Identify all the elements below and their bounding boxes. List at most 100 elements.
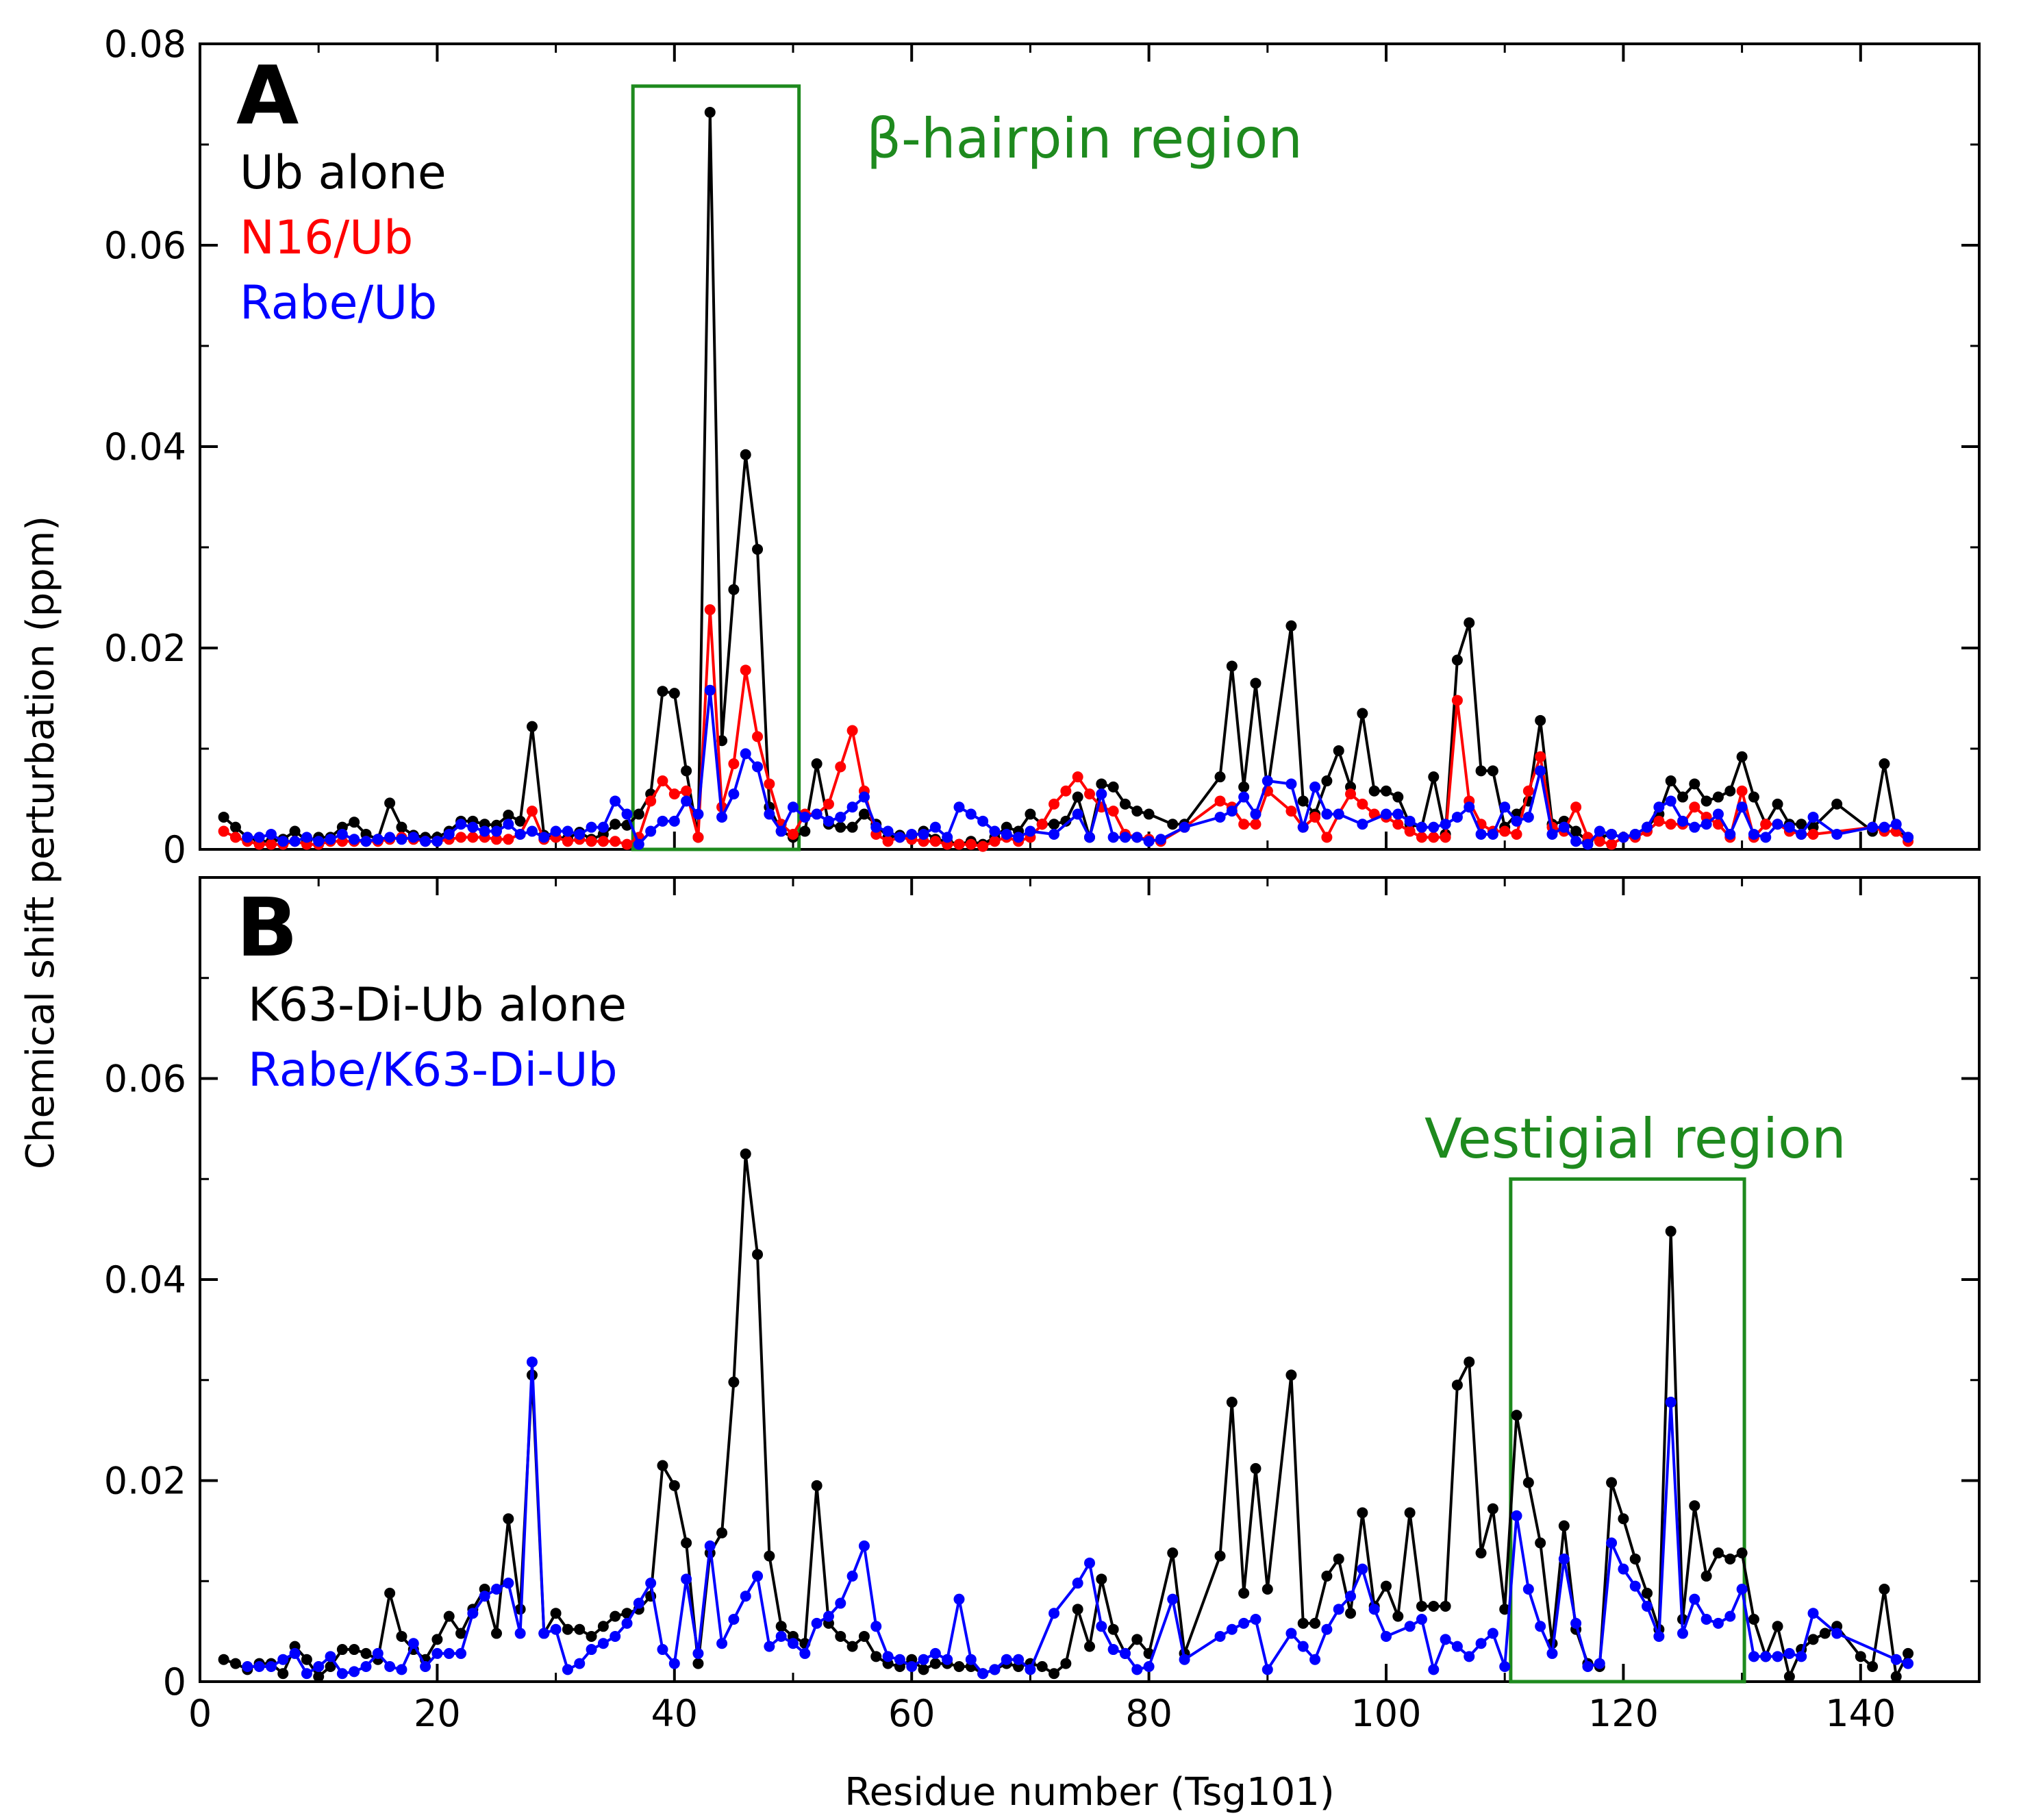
data-point <box>1748 791 1759 803</box>
data-point <box>1606 838 1618 850</box>
data-point <box>1665 795 1677 807</box>
data-point <box>1570 825 1582 837</box>
data-point <box>574 1658 586 1669</box>
data-point <box>728 758 740 770</box>
data-point <box>1226 1397 1238 1408</box>
data-point <box>858 791 870 803</box>
panel-a-ytick-label: 0.04 <box>104 425 186 469</box>
data-point <box>242 832 253 843</box>
data-point <box>740 1591 751 1602</box>
data-point <box>610 1610 621 1622</box>
data-point <box>218 1654 229 1665</box>
data-point <box>1309 1654 1321 1665</box>
y-axis-title: Chemical shift perturbation (ppm) <box>18 516 63 1169</box>
data-point <box>1107 832 1119 843</box>
data-point <box>1606 1477 1618 1488</box>
data-point <box>953 838 965 850</box>
data-point <box>1700 819 1712 830</box>
data-point <box>1546 1647 1558 1659</box>
data-point <box>1451 695 1463 706</box>
data-point <box>313 1660 325 1672</box>
series-ub-alone <box>218 106 1914 850</box>
data-point <box>1570 801 1582 813</box>
data-point <box>882 825 894 837</box>
data-point <box>384 1660 396 1672</box>
vestigial-label: Vestigial region <box>1424 1107 1846 1171</box>
data-point <box>716 1527 728 1538</box>
data-point <box>218 811 229 823</box>
data-point <box>1487 1503 1498 1514</box>
data-point <box>1879 1583 1890 1595</box>
data-point <box>479 1591 490 1602</box>
data-point <box>1712 819 1724 830</box>
data-point <box>633 1597 644 1609</box>
data-point <box>1297 1617 1309 1629</box>
panel-b-letter: B <box>236 880 298 975</box>
data-point <box>1689 1500 1700 1512</box>
data-point <box>929 1658 941 1669</box>
data-point <box>1285 620 1297 632</box>
data-point <box>1499 1660 1511 1672</box>
data-point <box>1748 1614 1759 1625</box>
data-point <box>1060 1658 1072 1669</box>
data-point <box>1594 1658 1605 1669</box>
legend-ub-alone: Ub alone <box>240 146 447 200</box>
xtick-label: 80 <box>1125 1692 1172 1735</box>
data-point <box>597 1621 609 1632</box>
data-point <box>1464 801 1475 813</box>
data-point <box>764 1550 775 1562</box>
data-point <box>1642 1600 1653 1612</box>
data-point <box>1522 785 1534 797</box>
data-point <box>1357 819 1368 830</box>
data-point <box>1522 811 1534 823</box>
data-point <box>1535 765 1546 777</box>
data-point <box>1464 617 1475 629</box>
data-point <box>1629 828 1641 840</box>
data-point <box>277 1668 289 1680</box>
data-point <box>242 1660 253 1672</box>
data-point <box>443 1610 455 1622</box>
data-point <box>313 1671 325 1682</box>
data-point <box>336 1668 348 1680</box>
data-point <box>1119 798 1131 810</box>
data-point <box>1072 791 1083 803</box>
data-point <box>1903 1647 1914 1659</box>
data-point <box>1261 775 1273 787</box>
data-point <box>1214 771 1226 783</box>
data-point <box>1119 1647 1131 1659</box>
data-point <box>1700 1570 1712 1582</box>
data-point <box>1440 832 1451 843</box>
data-point <box>894 832 905 843</box>
data-point <box>396 1630 407 1642</box>
data-point <box>1807 1608 1819 1619</box>
data-point <box>1783 1671 1795 1682</box>
data-point <box>1618 1563 1629 1575</box>
data-point <box>918 1664 929 1675</box>
data-point <box>918 1654 929 1665</box>
data-point <box>681 785 692 797</box>
data-point <box>835 821 846 833</box>
data-point <box>1890 1671 1902 1682</box>
data-point <box>1451 654 1463 666</box>
data-point <box>1013 832 1025 843</box>
data-point <box>265 828 277 840</box>
data-point <box>870 1621 882 1632</box>
data-point <box>1060 815 1072 827</box>
data-point <box>229 832 241 843</box>
data-point <box>1522 1477 1534 1488</box>
data-point <box>455 832 467 843</box>
data-point <box>289 825 301 837</box>
xtick-label: 40 <box>651 1692 698 1735</box>
data-point <box>372 834 384 845</box>
data-point <box>1772 798 1783 810</box>
data-point <box>514 1628 526 1639</box>
data-point <box>1535 1537 1546 1549</box>
panel-b-ytick-label: 0.04 <box>104 1258 186 1301</box>
data-point <box>752 1570 764 1582</box>
data-point <box>1321 1623 1333 1635</box>
data-point <box>788 1638 799 1649</box>
data-point <box>1642 821 1653 833</box>
data-point <box>728 584 740 595</box>
data-point <box>1285 1369 1297 1381</box>
data-point <box>929 836 941 847</box>
